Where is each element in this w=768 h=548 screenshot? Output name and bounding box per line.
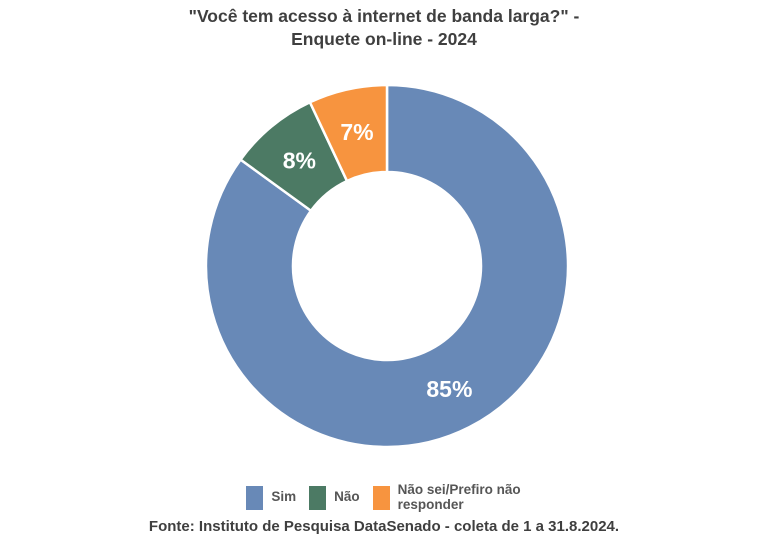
chart-title-line2: Enquete on-line - 2024	[291, 29, 477, 49]
legend-label-nao-sei: Não sei/Prefiro não responder	[397, 482, 521, 512]
slice-nao-sei	[308, 83, 389, 183]
legend-swatch-nao	[309, 485, 327, 510]
legend-item-sim: Sim	[246, 485, 297, 510]
legend-label-nao: Não	[334, 489, 360, 505]
legend-swatch-sim	[246, 485, 264, 510]
slice-label-sim: 85%	[426, 376, 472, 402]
slice-label-nao: 8%	[283, 147, 316, 173]
slice-sim	[204, 83, 570, 449]
legend-swatch-nao-sei	[372, 485, 390, 510]
legend-label-sim: Sim	[271, 489, 297, 505]
legend-item-nao-sei: Não sei/Prefiro não responder	[372, 482, 522, 512]
chart-title: "Você tem acesso à internet de banda lar…	[0, 5, 768, 51]
legend-item-nao: Não	[309, 485, 360, 510]
chart-title-line1: "Você tem acesso à internet de banda lar…	[188, 6, 580, 26]
chart-legend: Sim Não Não sei/Prefiro não responder	[0, 482, 768, 512]
slice-label-nao-sei: 7%	[340, 119, 373, 145]
source-note: Fonte: Instituto de Pesquisa DataSenado …	[148, 518, 620, 535]
